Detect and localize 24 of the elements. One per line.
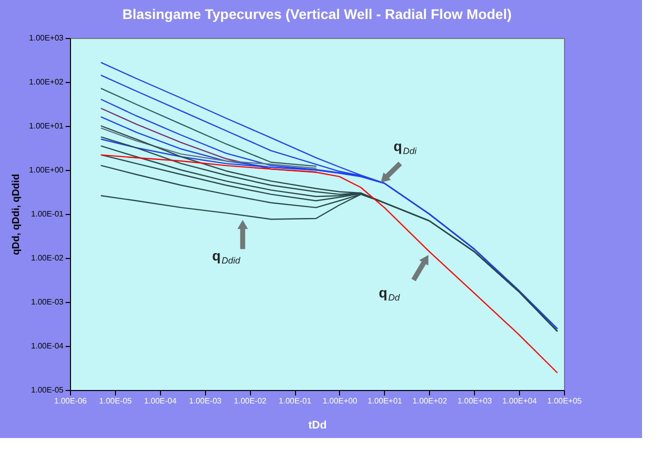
y-tick-label: 1.00E-01 [31, 210, 64, 218]
y-axis-title: qDd, qDdi, qDdid [11, 174, 22, 256]
y-tick-label: 1.00E+02 [29, 78, 64, 86]
x-tick-label: 1.00E+01 [368, 396, 403, 406]
x-tick-label: 1.00E-01 [278, 396, 312, 406]
y-tick-label: 1.00E-05 [31, 386, 64, 394]
y-tick-label: 1.00E-03 [31, 298, 64, 306]
y-tick-label: 1.00E-04 [31, 342, 64, 350]
chart-title: Blasingame Typecurves (Vertical Well - Radial Flow Model) [122, 6, 512, 22]
x-tick-label: 1.00E-03 [188, 396, 222, 406]
x-tick-label: 1.00E+04 [502, 396, 538, 406]
x-tick-label: 1.00E+05 [547, 396, 582, 406]
x-tick-label: 1.00E+00 [322, 396, 358, 406]
y-tick-label: 1.00E-02 [31, 254, 64, 262]
y-tick-label: 1.00E+01 [29, 122, 64, 130]
x-tick-label: 1.00E-06 [54, 396, 88, 406]
x-tick-label: 1.00E+02 [412, 396, 448, 406]
y-tick-label: 1.00E+00 [29, 166, 64, 174]
x-tick-label: 1.00E-05 [99, 396, 132, 406]
x-axis-title: tDd [308, 420, 327, 432]
x-tick-label: 1.00E-04 [144, 396, 178, 406]
x-tick-label: 1.00E+03 [457, 396, 492, 406]
x-tick-label: 1.00E-02 [234, 396, 267, 406]
y-tick-label: 1.00E+03 [29, 34, 64, 42]
